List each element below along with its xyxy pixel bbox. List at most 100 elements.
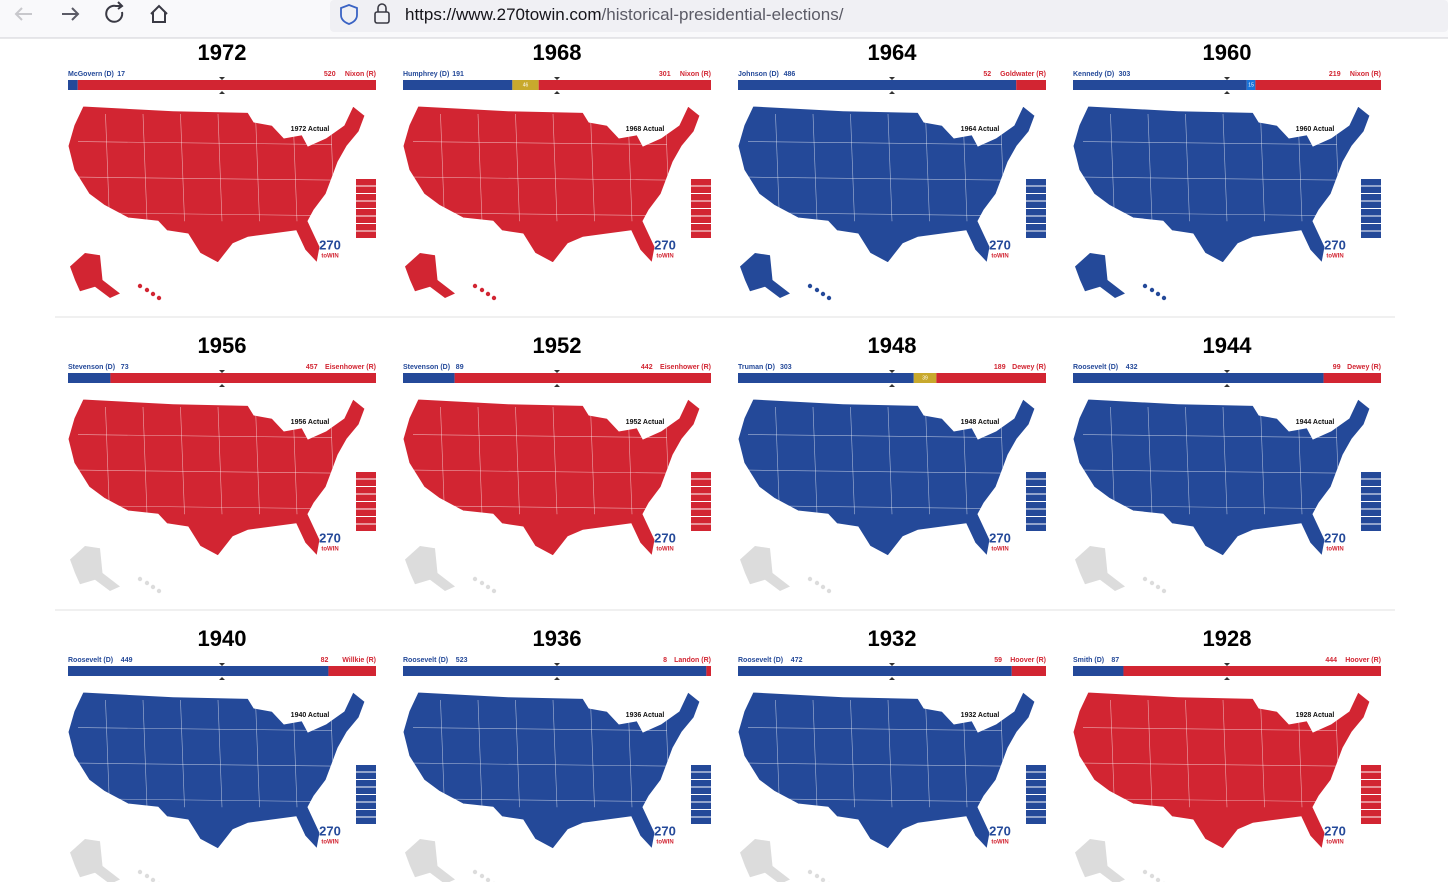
small-state-box xyxy=(1026,487,1046,494)
url-host: https://www.270towin.com xyxy=(405,5,602,24)
state-border xyxy=(330,113,335,222)
rep-ev: 457 xyxy=(306,364,318,371)
reload-button[interactable] xyxy=(105,1,124,23)
logo-towin: toWIN xyxy=(656,254,673,260)
state-border xyxy=(1000,113,1005,222)
state-border xyxy=(105,406,110,515)
small-state-box xyxy=(1026,224,1046,231)
election-panel: 1940 Roosevelt (D) 449 Willkie (R) 82 1940 Ac… xyxy=(67,626,376,882)
hawaii xyxy=(150,877,156,882)
small-state-box xyxy=(356,810,376,817)
small-state-box xyxy=(1361,201,1381,208)
rep-bar xyxy=(110,373,376,383)
state-border xyxy=(515,406,520,515)
third-bar xyxy=(512,80,539,90)
state-border xyxy=(1082,434,1338,438)
small-state-box xyxy=(691,224,711,231)
small-state-box xyxy=(691,209,711,216)
small-state-box xyxy=(1361,817,1381,824)
logo-towin: toWIN xyxy=(656,547,673,553)
lock-icon[interactable] xyxy=(374,11,390,24)
small-state-box xyxy=(1026,509,1046,516)
year-title: 1928 xyxy=(1203,626,1252,651)
state-border xyxy=(1222,113,1228,222)
hawaii xyxy=(1155,291,1161,297)
dem-ev: 432 xyxy=(1126,364,1138,371)
state-border xyxy=(77,176,333,181)
small-state-box xyxy=(356,817,376,824)
election-panel: 1952 Stevenson (D) 89 Eisenhower (R) 442 1952… xyxy=(402,333,711,594)
state-border xyxy=(1082,469,1338,474)
alaska xyxy=(405,839,455,882)
rep-bar xyxy=(706,666,711,676)
dem-bar xyxy=(738,373,914,383)
actual-label: 1964 Actual xyxy=(961,126,1000,133)
election-panel: 1948 Truman (D) 303 Dewey (R) 189 39 1948 Actu… xyxy=(737,333,1046,594)
hawaii xyxy=(814,580,820,586)
state-border xyxy=(255,406,260,515)
state-border xyxy=(217,406,223,515)
rep-bar xyxy=(77,80,377,90)
election-panel: 1960 Kennedy (D) 303 Nixon (R) 219 15 1960 Act… xyxy=(1072,40,1381,301)
state-border xyxy=(1185,406,1190,515)
small-state-box xyxy=(691,524,711,531)
dem-bar xyxy=(403,666,707,676)
url-bar[interactable] xyxy=(330,0,1448,32)
forward-button[interactable] xyxy=(62,7,80,21)
rep-ev: 52 xyxy=(983,71,991,78)
state-border xyxy=(665,406,670,515)
state-border xyxy=(412,434,668,438)
state-border xyxy=(412,176,668,181)
back-button[interactable] xyxy=(14,7,32,21)
small-state-box xyxy=(691,810,711,817)
state-border xyxy=(77,469,333,474)
small-state-box xyxy=(1026,194,1046,201)
rep-name: Eisenhower (R) xyxy=(325,364,376,371)
rep-bar xyxy=(328,666,376,676)
hawaii xyxy=(472,576,478,582)
state-border xyxy=(627,699,633,808)
logo-towin: toWIN xyxy=(321,547,338,553)
hawaii xyxy=(1161,295,1167,301)
state-border xyxy=(142,406,148,515)
election-panel: 1972 McGovern (D) 17 Nixon (R) 520 1972 Actua… xyxy=(67,40,377,301)
state-border xyxy=(292,406,298,515)
state-border xyxy=(925,699,930,808)
small-state-box xyxy=(1361,802,1381,809)
year-title: 1968 xyxy=(533,40,582,65)
small-state-box xyxy=(1026,201,1046,208)
rep-ev: 59 xyxy=(994,657,1002,664)
year-title: 1952 xyxy=(533,333,582,358)
logo-270: 270 xyxy=(319,237,341,252)
hawaii xyxy=(1142,283,1148,289)
rep-bar xyxy=(1016,80,1046,90)
small-state-box xyxy=(1026,479,1046,486)
home-button[interactable] xyxy=(150,4,168,23)
state-border xyxy=(1000,699,1005,808)
state-border xyxy=(412,727,668,731)
small-state-box xyxy=(1361,509,1381,516)
url[interactable]: https://www.270towin.com/historical-pres… xyxy=(405,5,844,24)
small-state-box xyxy=(1026,817,1046,824)
dem-bar xyxy=(68,373,111,383)
state-border xyxy=(180,699,185,808)
small-state-box xyxy=(1361,517,1381,524)
state-border xyxy=(515,113,520,222)
dem-ev: 303 xyxy=(1119,71,1131,78)
election-panel: 1964 Johnson (D) 486 Goldwater (R) 52 1964 Ac… xyxy=(737,40,1046,301)
state-border xyxy=(747,762,1003,767)
small-state-box xyxy=(1026,502,1046,509)
state-border xyxy=(552,406,558,515)
dem-ev: 191 xyxy=(452,71,464,78)
logo-towin: toWIN xyxy=(1326,254,1343,260)
alaska xyxy=(70,839,120,882)
dem-bar xyxy=(403,373,455,383)
small-state-box xyxy=(356,231,376,238)
dem-bar xyxy=(1073,373,1324,383)
small-state-box xyxy=(691,472,711,479)
hawaii xyxy=(807,869,813,875)
shield-icon[interactable] xyxy=(340,4,358,25)
small-state-box xyxy=(356,494,376,501)
state-border xyxy=(627,113,633,222)
state-border xyxy=(255,699,260,808)
